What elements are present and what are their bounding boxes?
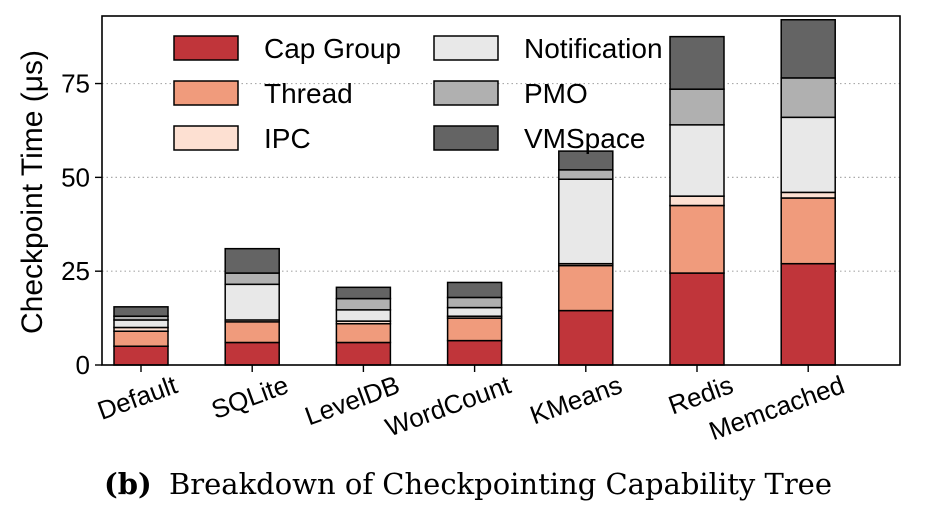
bar-segment-thread: [113, 330, 169, 347]
bar-segment-pmo: [446, 296, 503, 309]
bar-segment-cap-group: [335, 341, 392, 366]
bar-segment-thread: [446, 317, 503, 342]
legend-label: Thread: [264, 78, 353, 109]
legend-item: Notification: [433, 33, 663, 64]
bar-segment-vmspace: [780, 19, 836, 79]
y-tick-label: 25: [61, 256, 90, 286]
bar-segment-pmo: [335, 297, 392, 311]
caption-text: Breakdown of Checkpointing Capability Tr…: [169, 467, 832, 501]
legend-label: VMSpace: [524, 123, 645, 154]
bar-segment-notification: [558, 178, 614, 265]
y-tick-label: 50: [61, 162, 90, 192]
legend-item: VMSpace: [433, 123, 645, 154]
x-tick-label: SQLite: [207, 369, 292, 424]
bar-segment-thread: [780, 197, 836, 265]
legend-swatch: [433, 125, 499, 151]
legend-swatch: [173, 80, 239, 106]
legend-item: Cap Group: [173, 33, 401, 64]
bar-segment-notification: [113, 319, 169, 329]
bar-segment-vmspace: [113, 306, 169, 317]
bar-segment-vmspace: [446, 281, 503, 299]
legend-label: IPC: [264, 123, 311, 154]
bar-segment-vmspace: [558, 150, 614, 171]
bar-segment-cap-group: [446, 339, 503, 366]
bar-segment-pmo: [669, 88, 725, 126]
bar-segment-thread: [669, 204, 725, 274]
bar-segment-vmspace: [335, 286, 392, 300]
x-tick-label: Default: [93, 369, 181, 426]
legend-swatch: [173, 35, 239, 61]
y-tick-label: 0: [76, 350, 90, 380]
y-tick-label: 75: [61, 69, 90, 99]
legend-item: IPC: [173, 123, 311, 154]
plot-frame: [101, 15, 901, 366]
caption: (b) Breakdown of Checkpointing Capabilit…: [104, 467, 832, 501]
bar-segment-thread: [558, 264, 614, 312]
bar-segment-pmo: [780, 77, 836, 119]
bar-segment-vmspace: [669, 35, 725, 90]
bar-segment-cap-group: [669, 272, 725, 366]
legend-label: Cap Group: [264, 33, 401, 64]
legend-label: PMO: [524, 78, 588, 109]
legend-label: Notification: [524, 33, 663, 64]
caption-label: (b): [104, 467, 152, 501]
legend-item: Thread: [173, 78, 353, 109]
bar-segment-ipc: [780, 191, 836, 199]
legend-item: PMO: [433, 78, 588, 109]
legend: Cap Group Thread IPC Notification PMO VMSpace: [173, 33, 663, 154]
bar-segment-cap-group: [113, 345, 169, 366]
bar-segment-cap-group: [224, 341, 280, 366]
bar-segment-cap-group: [780, 262, 836, 366]
bar-segment-cap-group: [558, 309, 614, 366]
bar-segment-notification: [224, 283, 280, 321]
bar-segment-thread: [224, 321, 280, 344]
legend-swatch: [173, 125, 239, 151]
bar-segment-vmspace: [224, 247, 280, 274]
bar-segment-notification: [335, 309, 392, 322]
bar-segment-notification: [780, 116, 836, 194]
x-tick-label: WordCount: [381, 369, 515, 442]
legend-swatch: [433, 80, 499, 106]
y-axis-label: Checkpoint Time (μs): [16, 50, 49, 334]
bar-segment-pmo: [558, 169, 614, 180]
bar-segment-notification: [669, 124, 725, 197]
bar-segment-thread: [335, 322, 392, 344]
bar-segment-ipc: [669, 195, 725, 207]
bar-segment-notification: [446, 306, 503, 317]
bar-segment-pmo: [224, 272, 280, 286]
legend-swatch: [433, 35, 499, 61]
x-tick-label: KMeans: [526, 369, 626, 430]
